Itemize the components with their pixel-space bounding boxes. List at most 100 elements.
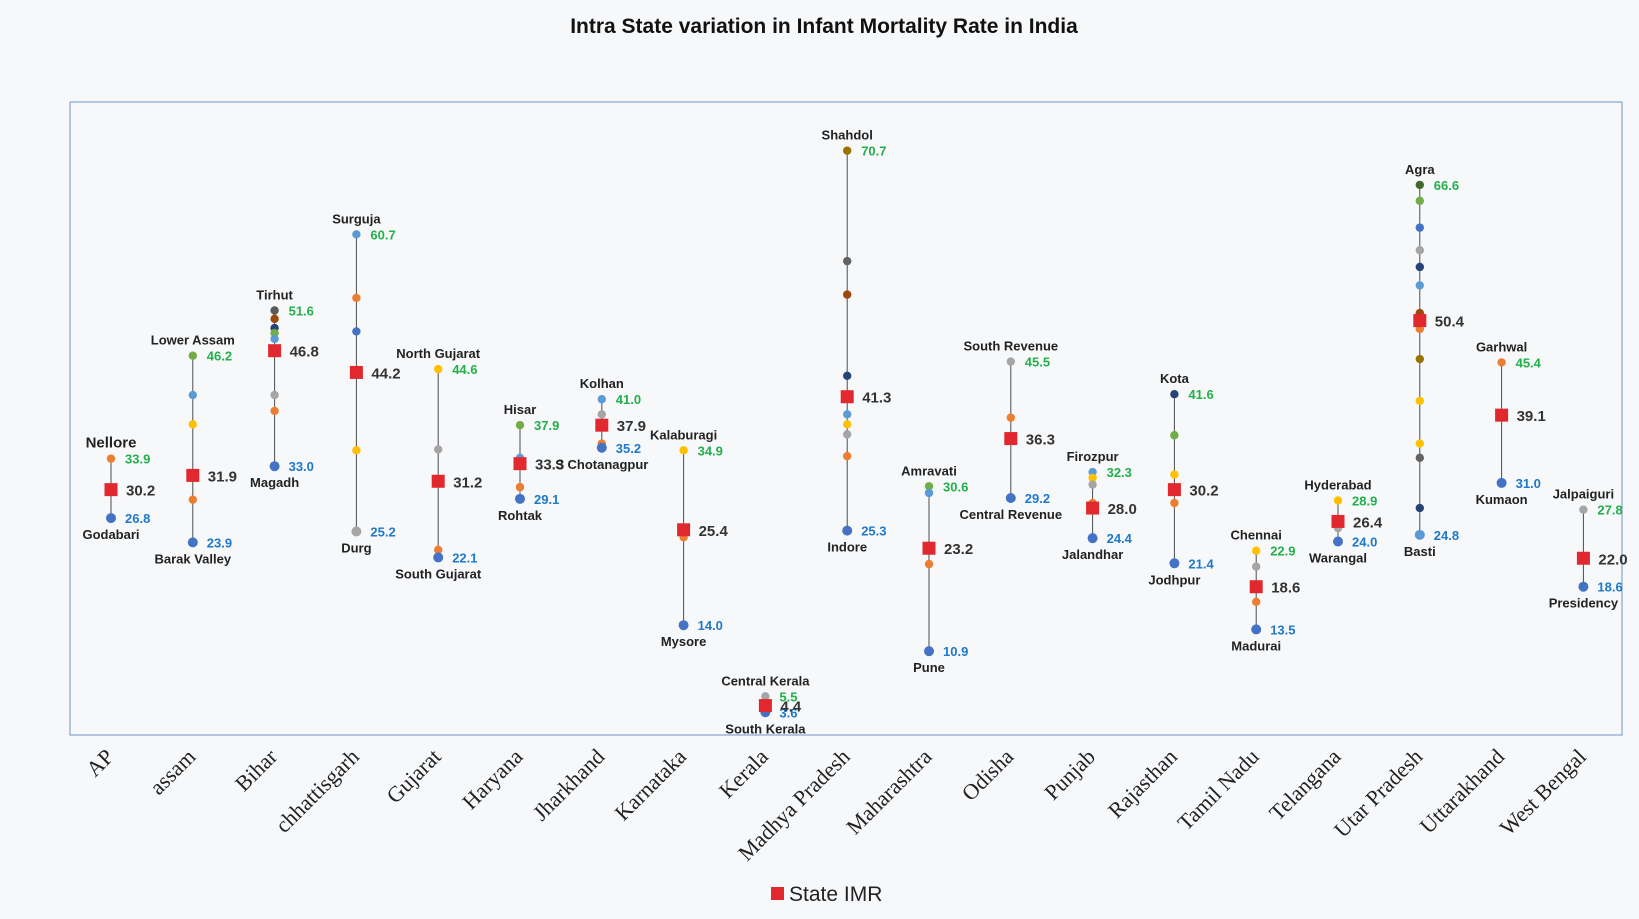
region-point [1415, 223, 1425, 232]
max-region-label: Agra [1405, 162, 1435, 177]
region-point [843, 290, 852, 299]
state-group-madhya-pradesh: 70.7 25.3 41.3 Shahdol Indore [822, 128, 892, 555]
min-region-label: S Chotanagpur [555, 457, 648, 472]
region-point [1170, 498, 1179, 508]
state-imr-marker [1413, 314, 1427, 328]
category-label-assam: assam [145, 744, 201, 800]
region-point [270, 334, 279, 344]
max-value-label: 60.7 [370, 227, 395, 242]
min-region-label: Barak Valley [154, 551, 231, 566]
min-value-label: 23.9 [207, 535, 232, 550]
region-point [842, 525, 853, 536]
region-point [515, 482, 525, 492]
region-point [434, 445, 443, 454]
region-point [596, 442, 607, 453]
category-label-ap: AP [81, 744, 119, 782]
state-imr-label: 28.0 [1108, 501, 1137, 518]
min-region-label: Madurai [1231, 638, 1281, 653]
state-group-tamil-nadu: 22.9 13.5 18.6 Chennai Madurai [1231, 528, 1301, 654]
max-region-label: Central Kerala [721, 673, 810, 688]
state-group-odisha: 45.5 29.2 36.3 South Revenue Central Revenue [960, 339, 1063, 522]
state-imr-marker [186, 468, 200, 482]
region-point [1170, 431, 1179, 440]
region-point [924, 646, 934, 657]
max-value-label: 51.6 [289, 304, 314, 319]
min-value-label: 24.0 [1352, 535, 1377, 550]
region-point [843, 146, 852, 155]
region-point [1006, 357, 1015, 366]
state-imr-label: 30.2 [126, 483, 155, 500]
min-value-label: 25.2 [370, 524, 395, 539]
state-imr-marker [677, 523, 691, 537]
region-point [1415, 453, 1425, 463]
min-region-label: Jalandhar [1062, 547, 1123, 562]
state-imr-marker [595, 418, 609, 432]
state-imr-label: 41.3 [862, 390, 891, 407]
legend: State IMR [771, 883, 882, 906]
region-point [1415, 439, 1425, 448]
max-region-label: North Gujarat [396, 346, 480, 361]
region-point [843, 451, 852, 461]
min-region-label: Durg [341, 540, 371, 555]
category-label-jharkhand: Jharkhand [528, 744, 610, 826]
state-imr-marker [840, 390, 854, 404]
max-region-label: Surguja [332, 211, 381, 226]
chart-marks: 33.9 26.8 30.2 Nellore Godabari 46.2 23.9 31.9 L… [82, 128, 1627, 737]
state-imr-label: 50.4 [1435, 314, 1465, 331]
max-region-label: Lower Assam [151, 333, 235, 348]
min-region-label: Central Revenue [960, 507, 1063, 522]
region-point [1169, 558, 1180, 569]
category-label-chhattisgarh: chhattisgarh [270, 744, 364, 838]
min-value-label: 13.5 [1270, 622, 1295, 637]
region-point [1005, 492, 1016, 503]
category-label-rajasthan: Rajasthan [1103, 744, 1182, 823]
region-point [1415, 180, 1425, 190]
state-group-uttarakhand: 45.4 31.0 39.1 Garhwal Kumaon [1476, 339, 1546, 507]
state-imr-marker [922, 541, 936, 555]
category-label-gujarat: Gujarat [381, 744, 445, 808]
region-point [843, 420, 852, 429]
min-value-label: 31.0 [1516, 476, 1541, 491]
state-group-maharashtra: 30.6 10.9 23.2 Amravati Pune [901, 463, 973, 675]
region-point [1170, 470, 1179, 479]
region-point [352, 327, 361, 336]
min-region-label: Pune [913, 660, 945, 675]
min-value-label: 29.2 [1025, 491, 1050, 506]
max-region-label: Hyderabad [1304, 478, 1371, 493]
region-point [270, 306, 279, 315]
state-group-bihar: 51.6 33.0 46.8 Tirhut Magadh [250, 288, 319, 491]
min-region-label: Presidency [1549, 596, 1619, 611]
state-imr-marker [1576, 551, 1590, 565]
state-imr-marker [268, 344, 282, 358]
max-region-label: Kalaburagi [650, 427, 717, 442]
state-imr-marker [431, 474, 445, 488]
min-region-label: South Kerala [725, 721, 806, 736]
region-point [1414, 529, 1425, 540]
category-label-utar-pradesh: Utar Pradesh [1329, 744, 1427, 842]
min-value-label: 25.3 [861, 524, 886, 539]
state-group-utar-pradesh: 66.6 24.8 50.4 Agra Basti [1404, 162, 1465, 559]
max-value-label: 46.2 [207, 349, 232, 364]
state-group-west-bengal: 27.8 18.6 22.0 Jalpaiguri Presidency [1549, 487, 1628, 611]
min-region-label: Mysore [661, 634, 707, 649]
min-region-label: Jodhpur [1148, 572, 1200, 587]
max-region-label: Jalpaiguri [1553, 487, 1614, 502]
min-value-label: 29.1 [534, 492, 559, 507]
region-point [1415, 281, 1425, 290]
max-region-label: Hisar [504, 402, 537, 417]
max-value-label: 22.9 [1270, 544, 1295, 559]
min-value-label: 10.9 [943, 644, 968, 659]
min-value-label: 35.2 [616, 441, 641, 456]
max-value-label: 27.8 [1597, 503, 1622, 518]
max-region-label: Kolhan [580, 376, 624, 391]
min-value-label: 33.0 [289, 459, 314, 474]
region-point [1579, 505, 1588, 514]
max-value-label: 41.0 [616, 392, 641, 407]
region-point [1088, 467, 1097, 477]
max-value-label: 32.3 [1107, 465, 1132, 480]
state-imr-label: 46.8 [290, 344, 319, 361]
region-point [1252, 597, 1261, 606]
category-label-karnataka: Karnataka [610, 744, 692, 826]
